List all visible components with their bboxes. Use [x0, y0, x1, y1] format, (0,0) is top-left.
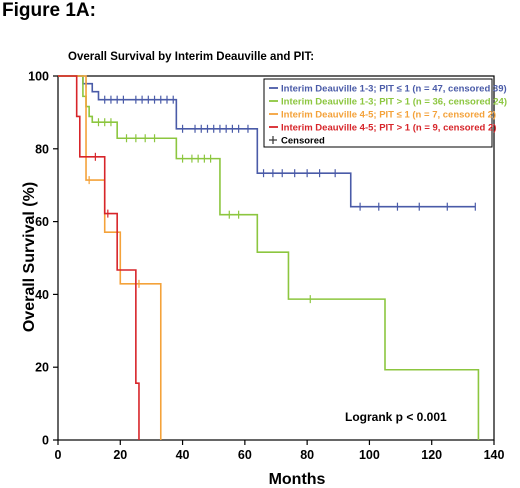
x-tick-label-40: 40	[176, 448, 190, 462]
logrank-annotation: Logrank p < 0.001	[345, 410, 447, 424]
legend-label-2: Interim Deauville 1-3; PIT > 1 (n = 36, …	[281, 97, 507, 108]
y-tick-label-100: 100	[28, 70, 49, 84]
y-tick-label-60: 60	[35, 215, 49, 229]
x-tick-label-60: 60	[238, 448, 252, 462]
y-tick-label-0: 0	[42, 434, 49, 448]
x-tick-label-0: 0	[55, 448, 62, 462]
series-3-line	[58, 75, 162, 440]
y-axis-title: Overall Survival (%)	[21, 182, 38, 332]
figure-label: Figure 1A:	[2, 0, 96, 21]
x-tick-label-20: 20	[113, 448, 127, 462]
y-tick-label-80: 80	[35, 142, 49, 156]
legend-label-censored: Censored	[281, 136, 325, 147]
x-tick-label-120: 120	[421, 448, 442, 462]
x-axis-title: Months	[269, 471, 326, 488]
y-tick-label-20: 20	[35, 361, 49, 375]
y-tick-label-40: 40	[35, 288, 49, 302]
x-tick-label-100: 100	[359, 448, 380, 462]
legend-label-4: Interim Deauville 4-5; PIT > 1 (n = 9, c…	[281, 123, 496, 134]
plot-frame	[57, 75, 495, 441]
legend-label-3: Interim Deauville 4-5; PIT ≤ 1 (n = 7, c…	[281, 110, 496, 121]
x-tick-label-80: 80	[300, 448, 314, 462]
legend-box	[263, 78, 493, 148]
series-4-line	[58, 75, 140, 440]
legend-label-1: Interim Deauville 1-3; PIT ≤ 1 (n = 47, …	[281, 84, 507, 95]
x-tick-label-140: 140	[484, 448, 505, 462]
legend: Interim Deauville 1-3; PIT ≤ 1 (n = 47, …	[263, 78, 507, 148]
plot-layer: 0 20 40 60 80 100 0 20 40 60 80 100 120 140	[28, 70, 504, 463]
chart-title: Overall Survival by Interim Deauville an…	[68, 51, 314, 63]
